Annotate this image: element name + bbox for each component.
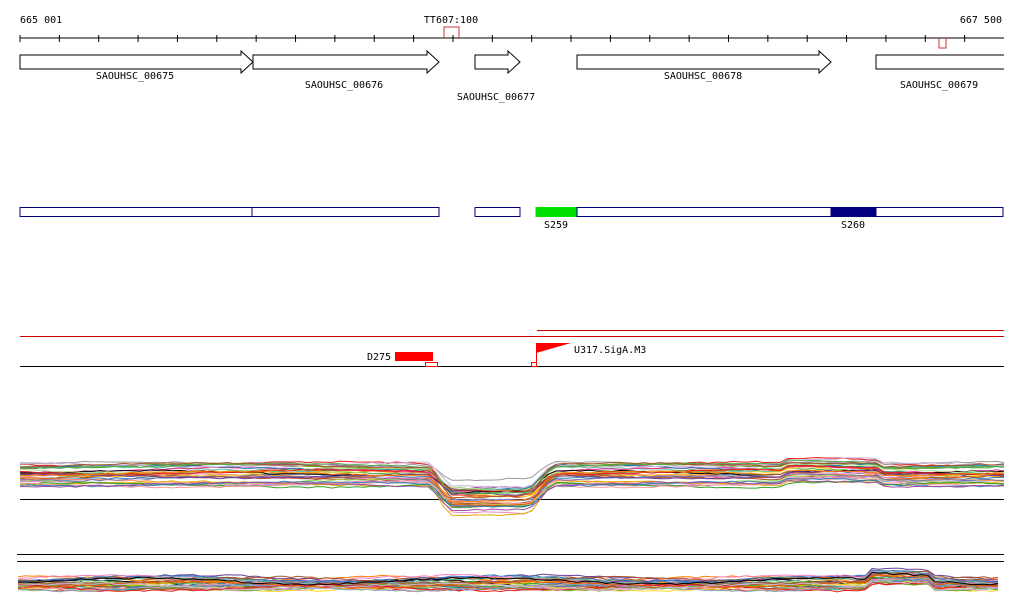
expression-trace (18, 571, 999, 586)
expression-trace (17, 580, 999, 592)
segment-box-3[interactable] (474, 207, 521, 217)
segment-label-s259: S259 (544, 220, 568, 231)
expression-trace (19, 464, 1005, 493)
downshift-d275-label: D275 (367, 352, 391, 363)
upshift-label: U317.SigA.M3 (574, 345, 646, 356)
expression-trace (19, 461, 1005, 499)
expression-trace (19, 463, 1005, 491)
expression-trace (17, 574, 999, 590)
gene-arrow-00675[interactable] (19, 49, 254, 75)
gene-label-00678: SAOUHSC_00678 (664, 71, 742, 82)
segment-label-s260: S260 (841, 220, 865, 231)
gene-label-00679: SAOUHSC_00679 (900, 80, 978, 91)
expression-trace (19, 475, 1005, 515)
downshift-d275-marker[interactable] (425, 362, 438, 367)
downshift-d275-bar[interactable] (395, 352, 433, 361)
segment-s260[interactable] (830, 207, 877, 217)
terminator-marker-small[interactable] (938, 38, 947, 49)
segment-box-1[interactable] (19, 207, 253, 217)
segment-box-4[interactable] (576, 207, 832, 217)
ruler-end-label: 667 500 (960, 15, 1002, 26)
expression-profile-lower (17, 554, 1004, 593)
expression-trace (19, 477, 1005, 508)
expression-trace (19, 457, 1005, 489)
expression-trace (20, 479, 1005, 512)
coordinate-ruler: 665 001 667 500 TT607:100 (19, 15, 1004, 49)
terminator-marker[interactable] (443, 26, 460, 38)
expression-trace (19, 480, 1005, 517)
feature-track: D275 U317.SigA.M3 (20, 330, 1004, 367)
gene-arrow-00677[interactable] (474, 49, 521, 75)
ruler-start-label: 665 001 (20, 15, 62, 26)
gene-label-00677: SAOUHSC_00677 (457, 92, 535, 103)
upshift-flag[interactable] (536, 343, 571, 353)
segment-box-5[interactable] (875, 207, 1004, 217)
gene-arrow-00676[interactable] (252, 49, 440, 75)
ruler-ticks (19, 35, 966, 42)
expression-trace (20, 459, 1005, 495)
expression-trace (17, 581, 999, 593)
segment-track: S259 S260 (19, 207, 1004, 231)
expression-trace (19, 462, 1005, 492)
segment-box-2[interactable] (251, 207, 440, 217)
expression-profile-upper (19, 457, 1005, 517)
gene-arrow-00679[interactable] (875, 54, 1004, 70)
upshift-marker[interactable] (531, 362, 537, 367)
gene-label-00676: SAOUHSC_00676 (305, 80, 383, 91)
expression-trace (19, 469, 1005, 503)
gene-track: SAOUHSC_00675 SAOUHSC_00676 SAOUHSC_0067… (19, 49, 1004, 103)
gene-arrow-00678[interactable] (576, 49, 832, 75)
gene-label-00675: SAOUHSC_00675 (96, 71, 174, 82)
segment-s259[interactable] (535, 207, 578, 217)
terminator-label: TT607:100 (424, 15, 478, 26)
